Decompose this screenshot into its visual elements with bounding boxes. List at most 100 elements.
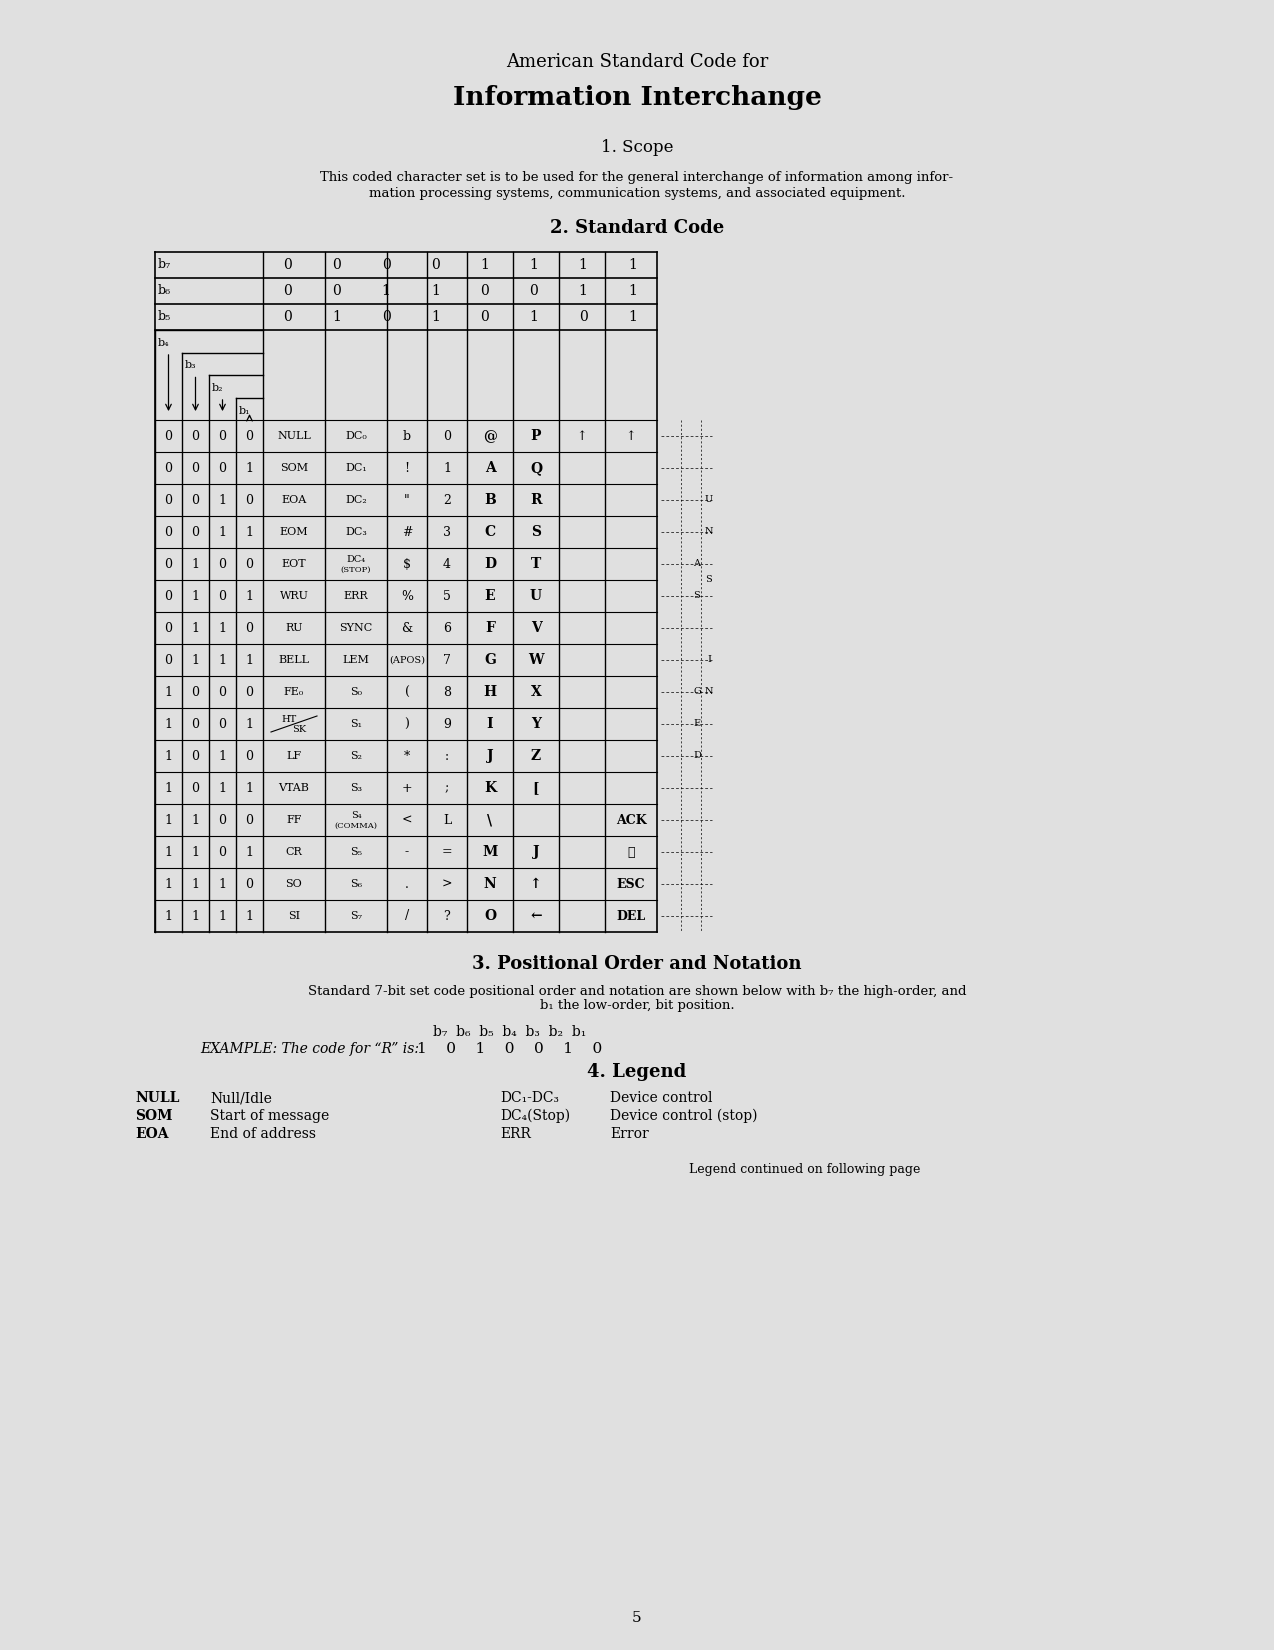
Text: E: E [484, 589, 496, 602]
Text: 0: 0 [164, 653, 172, 667]
Text: 0: 0 [246, 878, 254, 891]
Text: P: P [531, 429, 541, 442]
Text: 1: 1 [164, 685, 172, 698]
Text: 0: 0 [219, 685, 227, 698]
Text: LEM: LEM [343, 655, 369, 665]
Text: 7: 7 [443, 653, 451, 667]
Text: ERR: ERR [344, 591, 368, 601]
Text: T: T [531, 558, 541, 571]
Text: 0: 0 [246, 622, 254, 635]
Text: 0: 0 [382, 257, 391, 272]
Text: 0: 0 [578, 310, 587, 323]
Text: 0: 0 [443, 429, 451, 442]
Text: (: ( [405, 685, 409, 698]
Text: DC₄(Stop): DC₄(Stop) [499, 1109, 571, 1124]
Text: ACK: ACK [615, 813, 646, 827]
Text: 0: 0 [219, 429, 227, 442]
Text: b₁: b₁ [240, 406, 251, 416]
Text: 3: 3 [443, 525, 451, 538]
Text: End of address: End of address [210, 1127, 316, 1142]
Text: 1: 1 [164, 749, 172, 762]
Text: D: D [693, 751, 701, 761]
Text: S₃: S₃ [350, 784, 362, 794]
Text: !: ! [404, 462, 409, 475]
Text: 0: 0 [333, 257, 341, 272]
Text: 1. Scope: 1. Scope [601, 140, 673, 157]
Text: DC₃: DC₃ [345, 526, 367, 536]
Text: 0: 0 [191, 525, 200, 538]
Text: VTAB: VTAB [279, 784, 310, 794]
Text: S₄: S₄ [350, 810, 362, 820]
Text: 1: 1 [246, 653, 254, 667]
Text: 0: 0 [164, 493, 172, 507]
Text: 0: 0 [283, 284, 292, 299]
Text: 0: 0 [164, 525, 172, 538]
Text: 1: 1 [219, 653, 227, 667]
Text: S₆: S₆ [350, 879, 362, 889]
Text: N: N [705, 688, 713, 696]
Text: S: S [531, 525, 541, 540]
Text: \: \ [488, 813, 493, 827]
Text: $: $ [403, 558, 412, 571]
Text: LF: LF [287, 751, 302, 761]
Text: 0: 0 [333, 284, 341, 299]
Text: HT: HT [282, 714, 297, 723]
Text: 0: 0 [246, 749, 254, 762]
Text: 1: 1 [578, 284, 587, 299]
Text: N: N [705, 528, 713, 536]
Text: 5: 5 [632, 1610, 642, 1625]
Text: I: I [707, 655, 711, 665]
Text: ;: ; [445, 782, 450, 795]
Text: (COMMA): (COMMA) [335, 822, 377, 830]
Text: S₀: S₀ [350, 686, 362, 696]
Text: 1: 1 [164, 782, 172, 795]
Text: 0: 0 [164, 589, 172, 602]
Text: 0: 0 [219, 845, 227, 858]
Text: DC₀: DC₀ [345, 431, 367, 441]
Text: [: [ [533, 780, 539, 795]
Text: 1: 1 [333, 310, 341, 323]
Text: 0: 0 [219, 718, 227, 731]
Text: 0: 0 [283, 310, 292, 323]
Text: J: J [487, 749, 493, 762]
Text: 5: 5 [443, 589, 451, 602]
Text: 0: 0 [382, 310, 391, 323]
Text: 0: 0 [480, 310, 489, 323]
Text: 0: 0 [219, 589, 227, 602]
Text: ↑: ↑ [626, 429, 636, 442]
Text: 0: 0 [191, 493, 200, 507]
Text: 1: 1 [628, 310, 637, 323]
Text: X: X [531, 685, 541, 700]
Text: 1: 1 [219, 749, 227, 762]
Text: Error: Error [610, 1127, 648, 1142]
Text: #: # [401, 525, 413, 538]
Text: 1: 1 [382, 284, 391, 299]
Text: O: O [484, 909, 496, 922]
Text: 0: 0 [246, 493, 254, 507]
Text: 9: 9 [443, 718, 451, 731]
Text: 4: 4 [443, 558, 451, 571]
Text: G: G [484, 653, 496, 667]
Text: A: A [484, 460, 496, 475]
Text: RU: RU [285, 624, 303, 634]
Text: 0: 0 [191, 749, 200, 762]
Text: 1: 1 [246, 462, 254, 475]
Text: NULL: NULL [278, 431, 311, 441]
Text: SO: SO [285, 879, 302, 889]
Text: ERR: ERR [499, 1127, 531, 1142]
Text: 1: 1 [219, 622, 227, 635]
Text: I: I [487, 718, 493, 731]
Text: 1: 1 [164, 909, 172, 922]
Text: 0: 0 [246, 429, 254, 442]
Text: American Standard Code for: American Standard Code for [506, 53, 768, 71]
Text: 1: 1 [443, 462, 451, 475]
Text: DC₁: DC₁ [345, 464, 367, 474]
Text: 4. Legend: 4. Legend [587, 1063, 687, 1081]
Text: Null/Idle: Null/Idle [210, 1091, 271, 1106]
Text: 2: 2 [443, 493, 451, 507]
Text: 6: 6 [443, 622, 451, 635]
Text: S: S [693, 591, 701, 601]
Text: N: N [484, 878, 497, 891]
Text: 8: 8 [443, 685, 451, 698]
Text: Q: Q [530, 460, 541, 475]
